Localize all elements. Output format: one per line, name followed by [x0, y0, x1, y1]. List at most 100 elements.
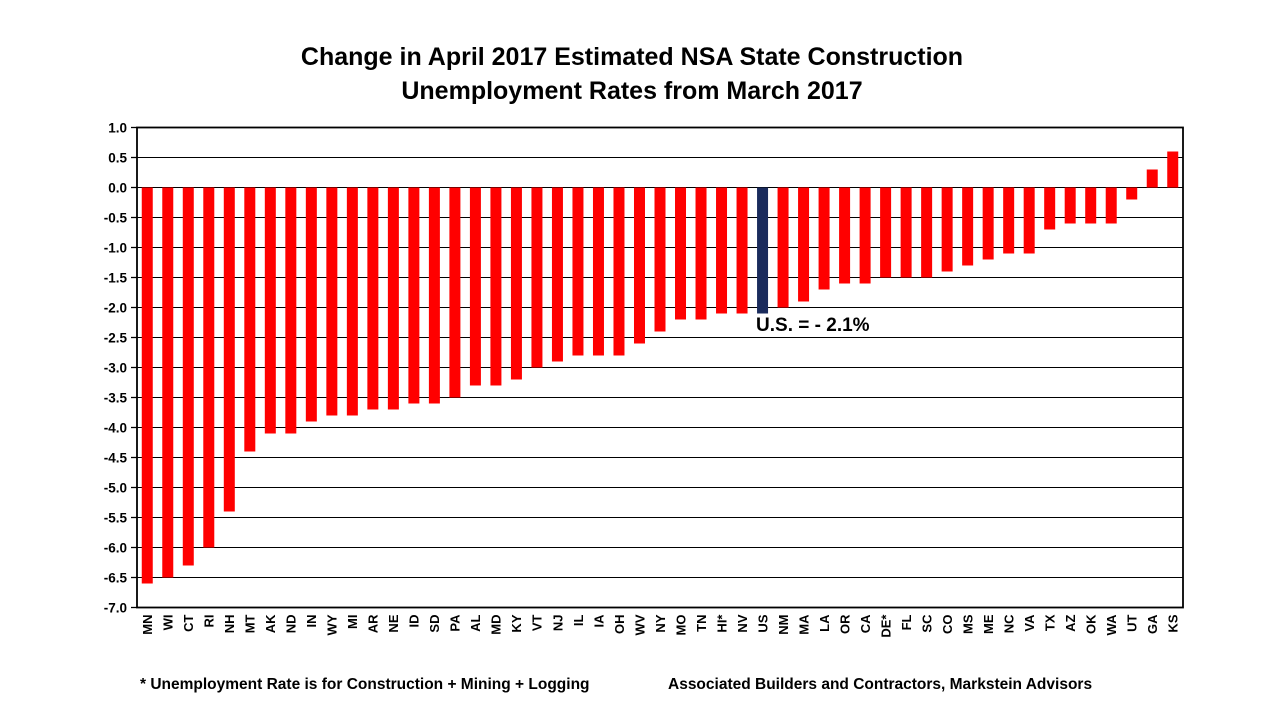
x-axis-label: VA: [1022, 614, 1037, 632]
x-axis-label: WA: [1104, 614, 1119, 636]
bar: [798, 187, 810, 302]
bar: [633, 187, 645, 344]
bar: [592, 187, 604, 356]
x-axis-label: ID: [407, 615, 422, 628]
y-axis-label: -3.0: [104, 360, 127, 375]
bar: [921, 187, 933, 278]
bar: [244, 187, 256, 452]
y-axis-label: -2.5: [104, 330, 128, 345]
x-axis-label: US: [755, 614, 770, 632]
bar: [777, 187, 789, 308]
bar: [1023, 187, 1035, 254]
y-axis-label: -0.5: [104, 210, 128, 225]
bar: [859, 187, 871, 284]
bar: [1167, 151, 1179, 188]
x-axis-label: IL: [571, 614, 586, 626]
bar: [1146, 169, 1158, 188]
x-axis-label: WY: [325, 614, 340, 635]
x-axis-label: GA: [1145, 614, 1160, 634]
chart-title: Change in April 2017 Estimated NSA State…: [0, 40, 1264, 108]
chart-title-line1: Change in April 2017 Estimated NSA State…: [300, 43, 964, 71]
chart-title-line2: Unemployment Rates from March 2017: [401, 77, 863, 105]
bar: [1126, 187, 1138, 200]
bar: [203, 187, 215, 548]
x-axis-label: MN: [140, 615, 155, 635]
x-axis-label: CO: [940, 615, 955, 635]
x-axis-label: AK: [263, 614, 278, 633]
x-axis-label: WI: [161, 615, 176, 631]
bar: [941, 187, 953, 272]
x-axis-label: HI*: [714, 614, 729, 633]
x-axis-label: SC: [919, 614, 934, 633]
bar: [613, 187, 625, 356]
bar: [264, 187, 276, 434]
bar: [469, 187, 481, 386]
x-axis-label: NH: [222, 615, 237, 634]
x-axis-label: OR: [837, 614, 852, 634]
x-axis-label: PA: [448, 614, 463, 632]
bar: [551, 187, 563, 362]
bar: [839, 187, 851, 284]
bar: [1085, 187, 1097, 224]
bar: [346, 187, 358, 416]
y-axis-label: 0.0: [108, 180, 127, 195]
x-axis-label: NY: [653, 614, 668, 632]
x-axis-label: ME: [981, 614, 996, 634]
y-axis-label: -5.0: [104, 480, 127, 495]
x-axis-label: TX: [1042, 614, 1057, 631]
bar: [818, 187, 830, 290]
y-axis-label: -4.5: [104, 450, 128, 465]
x-axis-label: NV: [735, 614, 750, 632]
x-axis-label: IA: [591, 614, 606, 628]
bar: [428, 187, 440, 404]
bar: [162, 187, 174, 578]
bar: [1105, 187, 1117, 224]
x-axis-label: OK: [1084, 614, 1099, 634]
x-axis-label: NE: [386, 614, 401, 632]
x-axis-label: ND: [284, 615, 299, 634]
x-axis-label: CT: [181, 614, 196, 631]
bar: [1064, 187, 1076, 224]
bar: [572, 187, 584, 356]
bar: [1044, 187, 1056, 230]
x-axis-label: AL: [468, 614, 483, 631]
x-axis-label: KY: [509, 614, 524, 632]
chart-footer: * Unemployment Rate is for Construction …: [0, 676, 1280, 700]
x-axis-label: NC: [1001, 614, 1016, 633]
y-axis-label: -3.5: [104, 390, 128, 405]
bar: [326, 187, 338, 416]
bar: [880, 187, 892, 278]
y-axis-label: -5.5: [104, 510, 128, 525]
bar: [490, 187, 502, 386]
bar: [736, 187, 748, 314]
x-axis-label: AR: [366, 614, 381, 633]
x-axis-label: WV: [632, 614, 647, 635]
x-axis-label: UT: [1125, 614, 1140, 631]
x-axis-label: MD: [489, 615, 504, 635]
bar: [367, 187, 379, 410]
x-axis-label: LA: [817, 614, 832, 632]
bar: [900, 187, 912, 278]
x-axis-label: DE*: [878, 614, 893, 638]
bar: [141, 187, 153, 584]
bar: [962, 187, 974, 266]
bar: [449, 187, 461, 398]
y-axis-label: -1.5: [104, 270, 128, 285]
plot-border: [136, 126, 1184, 609]
bar: [716, 187, 728, 314]
x-axis-label: RI: [202, 615, 217, 628]
us-annotation: U.S. = - 2.1%: [756, 315, 870, 336]
bar: [531, 187, 543, 368]
bar: [182, 187, 194, 566]
x-axis-label: SD: [427, 615, 442, 633]
x-axis-label: VT: [530, 614, 545, 631]
x-axis-label: MO: [673, 615, 688, 636]
x-axis-label: KS: [1166, 614, 1181, 632]
bar: [510, 187, 522, 380]
x-axis-label: NJ: [550, 615, 565, 632]
x-axis-label: CA: [858, 614, 873, 633]
x-axis-label: MS: [960, 614, 975, 634]
bar: [982, 187, 994, 260]
y-axis-label: 1.0: [108, 120, 127, 135]
